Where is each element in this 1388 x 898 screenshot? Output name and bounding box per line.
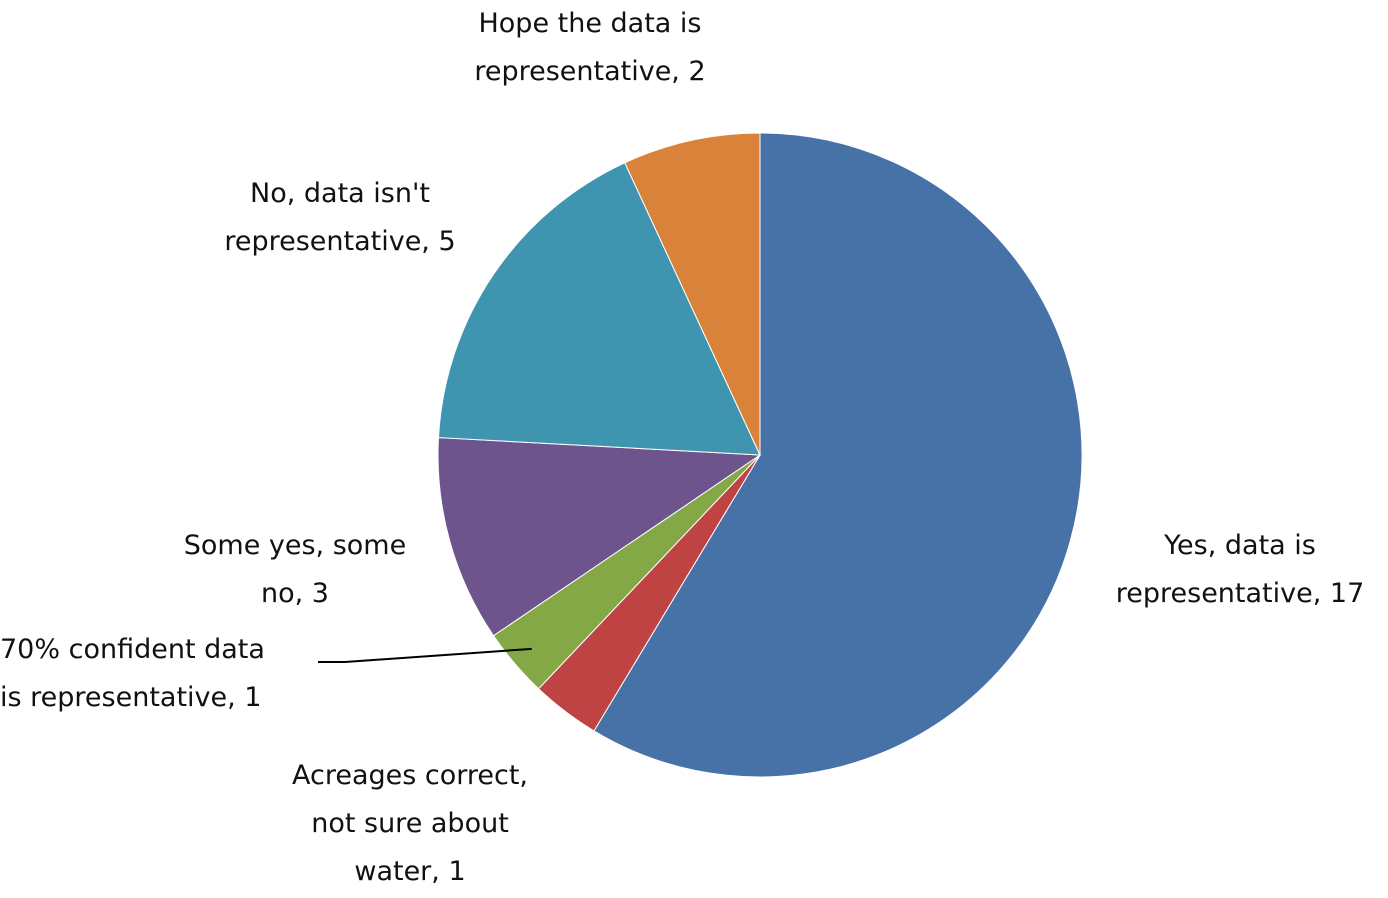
slice-hope-representative — [624, 132, 761, 456]
slice-some-yes-some-no — [437, 437, 762, 637]
label-acreages-correct: Acreages correct, not sure about water, … — [291, 760, 529, 887]
slice-no-not-representative — [437, 162, 761, 456]
leader-line-70-percent-confident — [318, 647, 532, 663]
label-70-percent-confident: 70% confident data is representative, 1 — [0, 634, 265, 713]
slice-yes-representative — [593, 132, 1083, 778]
label-hope-representative: Hope the data is representative, 2 — [474, 8, 706, 87]
label-some-yes-some-no: Some yes, some no, 3 — [183, 530, 407, 609]
label-no-not-representative: No, data isn't representative, 5 — [224, 178, 456, 257]
label-yes-representative: Yes, data is representative, 17 — [1115, 530, 1365, 609]
